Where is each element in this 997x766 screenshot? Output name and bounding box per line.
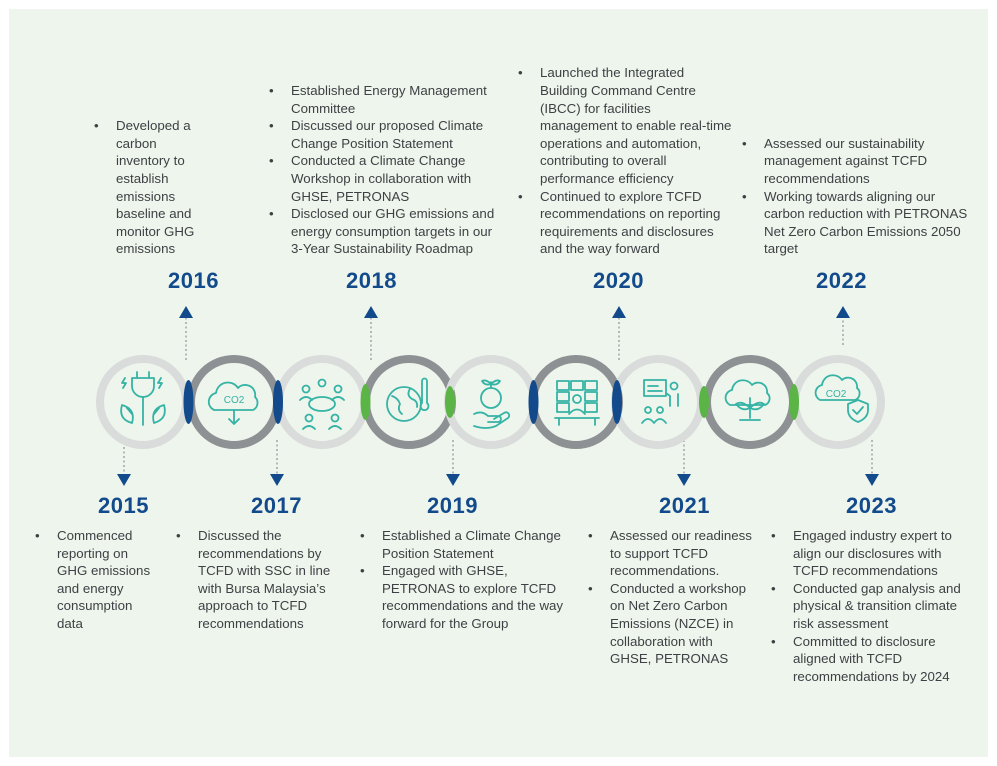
accent-green-4 — [789, 384, 799, 420]
list-item: Discussed the recommendations by TCFD wi… — [172, 527, 332, 633]
arrow-up-2020 — [612, 306, 626, 318]
arrow-down-2021 — [677, 474, 691, 486]
arrow-up-2016 — [179, 306, 193, 318]
globe-thermometer-icon — [386, 377, 430, 422]
ring-3 — [275, 355, 369, 449]
arrow-down-2015 — [117, 474, 131, 486]
arrow-down-2023 — [865, 474, 879, 486]
list-item: Conducted gap analysis and physical & tr… — [767, 580, 967, 633]
year-2017: 2017 — [251, 493, 302, 518]
presentation-icon — [641, 379, 679, 424]
list-item: Disclosed our GHG emissions and energy c… — [265, 205, 505, 258]
year-2023: 2023 — [846, 493, 897, 518]
list-2023: Engaged industry expert to align our dis… — [767, 527, 967, 685]
arrowheads — [117, 306, 879, 486]
accent-green-2 — [445, 386, 455, 418]
list-2021: Assessed our readiness to support TCFD r… — [584, 527, 754, 668]
year-2021: 2021 — [659, 493, 710, 518]
co2-label-1: CO2 — [224, 395, 245, 406]
list-item: Working towards aligning our carbon redu… — [738, 188, 968, 258]
list-item: Conducted a Climate Change Workshop in c… — [265, 152, 505, 205]
co2-shield-check-icon — [814, 374, 869, 423]
list-2015: Commenced reporting on GHG emissions and… — [31, 527, 159, 633]
list-2020: Launched the Integrated Building Command… — [514, 64, 732, 258]
ring-5 — [444, 355, 538, 449]
list-2019: Established a Climate Change Position St… — [356, 527, 568, 633]
year-2019: 2019 — [427, 493, 478, 518]
hand-plant-globe-icon — [473, 379, 511, 429]
ring-7 — [611, 355, 705, 449]
list-2016: Developed a carbon inventory to establis… — [90, 117, 202, 258]
list-item: Committed to disclosure aligned with TCF… — [767, 633, 967, 686]
co2-label-2: CO2 — [826, 389, 847, 400]
list-item: Continued to explore TCFD recommendation… — [514, 188, 732, 258]
list-item: Engaged with GHSE, PETRONAS to explore T… — [356, 562, 568, 632]
accent-blue-3 — [528, 380, 539, 424]
plug-leaf-icon — [120, 371, 166, 426]
list-item: Engaged industry expert to align our dis… — [767, 527, 967, 580]
list-item: Conducted a workshop on Net Zero Carbon … — [584, 580, 754, 668]
accent-green-3 — [699, 386, 709, 418]
year-2020: 2020 — [593, 268, 644, 293]
ring-4 — [362, 355, 456, 449]
list-item: Commenced reporting on GHG emissions and… — [31, 527, 159, 633]
accent-green-1 — [360, 384, 371, 420]
ring-9 — [791, 355, 885, 449]
overlap-accents — [183, 380, 799, 424]
meeting-people-icon — [299, 378, 345, 430]
arrow-down-2019 — [446, 474, 460, 486]
arrow-up-2018 — [364, 306, 378, 318]
year-2015: 2015 — [98, 493, 149, 518]
command-centre-screens-icon — [554, 380, 600, 426]
year-2016: 2016 — [168, 268, 219, 293]
list-item: Established Energy Management Committee — [265, 82, 505, 117]
arrow-down-2017 — [270, 474, 284, 486]
arrow-up-2022 — [836, 306, 850, 318]
accent-blue-2 — [273, 380, 283, 424]
accent-blue-4 — [612, 380, 622, 424]
list-item: Assessed our readiness to support TCFD r… — [584, 527, 754, 580]
list-item: Developed a carbon inventory to establis… — [90, 117, 202, 258]
accent-blue-1 — [183, 380, 194, 424]
list-2018: Established Energy Management Committee … — [265, 82, 505, 258]
list-item: Discussed our proposed Climate Change Po… — [265, 117, 505, 152]
list-item: Established a Climate Change Position St… — [356, 527, 568, 562]
year-2018: 2018 — [346, 268, 397, 293]
list-item: Launched the Integrated Building Command… — [514, 64, 732, 187]
connectors — [123, 318, 873, 474]
cloud-sprout-icon — [724, 379, 771, 421]
list-2022: Assessed our sustainability management a… — [738, 135, 968, 258]
list-item: Assessed our sustainability management a… — [738, 135, 968, 188]
list-2017: Discussed the recommendations by TCFD wi… — [172, 527, 332, 633]
rings — [96, 355, 885, 449]
year-2022: 2022 — [816, 268, 867, 293]
co2-cloud-down-icon — [207, 381, 259, 425]
